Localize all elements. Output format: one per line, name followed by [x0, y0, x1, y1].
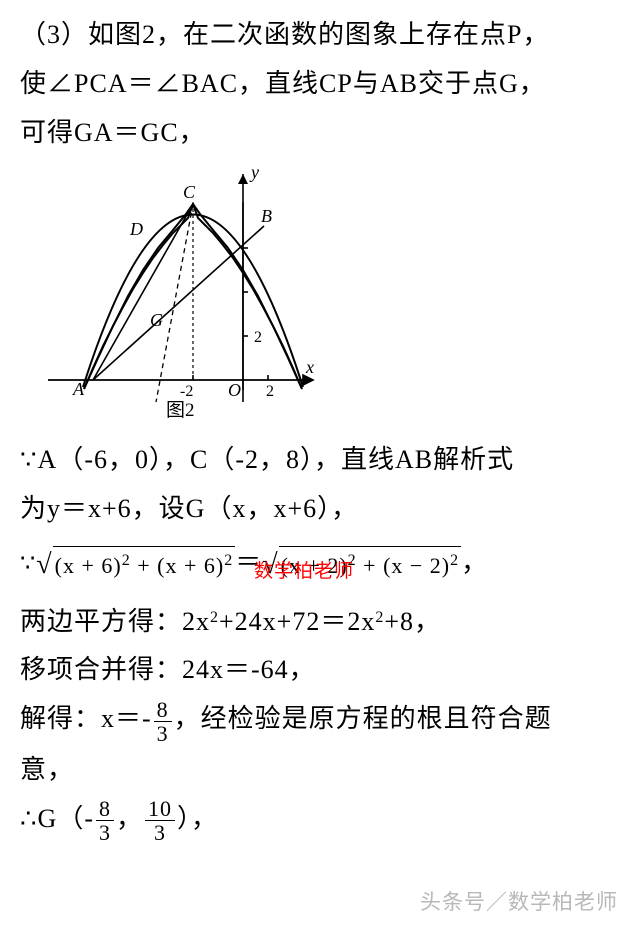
watermark-red: 数学柏老师: [254, 556, 354, 583]
svg-text:y: y: [249, 162, 259, 182]
svg-text:G: G: [150, 310, 163, 330]
solution-step-1a: ∵A（-6，0），C（-2，8），直线AB解析式: [20, 437, 620, 484]
solution-step-5c: 意，: [20, 747, 620, 794]
solution-step-6: ∴G（-83，103），: [20, 796, 620, 845]
solution-step-3: 两边平方得：2x2+24x+72＝2x2+8，: [20, 599, 620, 646]
svg-text:2: 2: [254, 329, 262, 346]
watermark-gray: 头条号／数学柏老师: [420, 886, 618, 916]
svg-text:-2: -2: [180, 383, 193, 400]
graph-svg: A B C D G O y x -2 2 2 图2: [38, 162, 328, 430]
figure-2: A B C D G O y x -2 2 2 图2: [38, 162, 620, 435]
solution-step-1b: 为y＝x+6，设G（x，x+6），: [20, 486, 620, 533]
svg-text:A: A: [72, 379, 85, 399]
problem-line-3: 可得GA＝GC，: [20, 110, 620, 157]
problem-line-2: 使∠PCA＝∠BAC，直线CP与AB交于点G，: [20, 61, 620, 108]
solution-step-4: 移项合并得：24x＝-64，: [20, 647, 620, 694]
problem-line-1: （3）如图2，在二次函数的图象上存在点P，: [20, 12, 620, 59]
svg-text:C: C: [183, 182, 196, 202]
svg-text:2: 2: [266, 383, 274, 400]
svg-text:B: B: [261, 206, 272, 226]
solution-step-5: 解得：x＝-83，经检验是原方程的根且符合题: [20, 696, 620, 745]
because-symbol: ∵: [20, 551, 36, 577]
svg-text:图2: 图2: [166, 400, 195, 421]
svg-text:D: D: [129, 219, 143, 239]
svg-text:O: O: [228, 380, 241, 400]
svg-text:x: x: [305, 357, 314, 377]
